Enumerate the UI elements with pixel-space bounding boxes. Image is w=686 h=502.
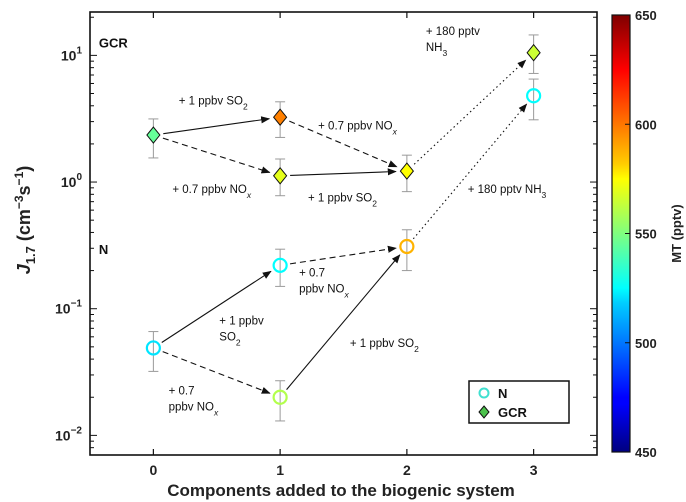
y-axis-title-sub: 1.7 — [23, 246, 38, 264]
connection-arrow-dashed — [162, 351, 271, 394]
y-tick-base: 10 — [61, 47, 77, 63]
annotation-run: ppbv NO — [169, 402, 214, 414]
annotation-run: NH — [426, 42, 443, 54]
x-tick-label: 1 — [276, 462, 284, 478]
annotation: + 180 pptv NH3 — [426, 26, 480, 58]
annotation-run: + 0.7 — [299, 267, 325, 279]
annotation-run: + 180 pptv — [426, 26, 480, 38]
annotation-run: + 0.7 — [169, 386, 195, 398]
annotation-run: x — [246, 190, 252, 200]
annotation: + 180 pptv NH3 — [468, 184, 547, 200]
annotation-run: + 0.7 ppbv NO — [172, 184, 247, 196]
annotation: + 1 ppbv SO2 — [219, 316, 264, 348]
colorbar-tick-label: 450 — [635, 445, 657, 460]
point-gcr — [272, 167, 288, 185]
svg-text:J1.7 (cm−3s−1): J1.7 (cm−3s−1) — [12, 166, 38, 275]
group-label: GCR — [99, 36, 129, 51]
y-axis-title-main: J — [14, 263, 34, 274]
annotation-run: 3 — [443, 48, 448, 58]
annotation: + 0.7 ppbv NOx — [172, 184, 251, 200]
colorbar-title: MT (pptv) — [669, 204, 684, 262]
connection-arrow-dashed — [162, 137, 271, 174]
y-axis-title-unit-mid: s — [14, 185, 34, 195]
annotation-run: x — [213, 408, 219, 418]
annotation: + 1 ppbv SO2 — [308, 193, 377, 209]
annotation-run: 2 — [243, 101, 248, 111]
y-tick-exp: 0 — [76, 172, 82, 183]
annotation: + 0.7 ppbv NOx — [318, 120, 397, 136]
point-n — [272, 389, 288, 405]
group-label: N — [99, 242, 108, 257]
plot-frame — [89, 11, 598, 456]
point-gcr — [526, 43, 541, 62]
annotation-run: + 1 ppbv — [219, 316, 264, 328]
connection-arrow-dotted — [412, 103, 528, 240]
connection-arrow-dotted — [413, 59, 527, 165]
point-n — [145, 340, 161, 356]
point-n — [399, 238, 415, 255]
y-tick-label: 100 — [61, 172, 83, 190]
annotation-run: x — [392, 126, 398, 136]
connection-arrow-solid — [290, 168, 397, 176]
connection-arrow-solid — [163, 116, 271, 135]
point-gcr — [146, 126, 161, 144]
y-tick-label: 10−1 — [55, 299, 82, 317]
annotation: + 1 ppbv SO2 — [179, 95, 248, 111]
y-axis-title-exp1: −3 — [12, 195, 26, 209]
legend: N GCR — [468, 380, 570, 424]
y-axis-title-exp2: −1 — [12, 171, 26, 185]
legend-label: GCR — [498, 405, 528, 420]
y-tick-base: 10 — [55, 427, 71, 443]
annotation-run: x — [344, 289, 350, 299]
colorbar-tick-label: 550 — [635, 227, 657, 242]
connection-arrow-dashed — [289, 245, 397, 265]
y-axis-title-unit-close: ) — [14, 166, 34, 172]
legend-label: N — [498, 386, 507, 401]
connection-arrow-solid — [161, 270, 272, 343]
point-gcr — [399, 162, 415, 180]
annotation: + 1 ppbv SO2 — [350, 338, 419, 354]
annotation-run: + 180 pptv NH — [468, 184, 542, 196]
legend-marker-diamond — [478, 405, 490, 419]
point-n — [526, 88, 542, 104]
colorbar-tick-label: 500 — [635, 336, 657, 351]
legend-marker-circle — [478, 387, 490, 399]
annotation-run: 3 — [542, 190, 547, 200]
y-tick-label: 10−2 — [55, 425, 82, 443]
colorbar: 450 500 550 600 650 MT (pptv) — [611, 8, 684, 460]
colorbar-tick-label: 650 — [635, 8, 657, 23]
annotation-run: ppbv NO — [299, 283, 344, 295]
point-n — [272, 257, 288, 273]
point-gcr — [272, 108, 288, 126]
y-axis-title: J1.7 (cm−3s−1) — [12, 166, 38, 275]
x-tick-label: 3 — [530, 462, 538, 478]
x-tick-label: 2 — [403, 462, 411, 478]
annotation-run: + 0.7 ppbv NO — [318, 120, 393, 132]
annotation: + 0.7 ppbv NOx — [299, 267, 349, 299]
annotation-run: 2 — [372, 199, 377, 209]
y-axis-title-unit-open: (cm — [14, 209, 34, 246]
annotation-run: 2 — [236, 338, 241, 348]
y-tick-exp: −1 — [71, 299, 83, 310]
x-tick-label: 0 — [149, 462, 157, 478]
y-tick-exp: 1 — [76, 45, 82, 56]
annotation-run: + 1 ppbv SO — [350, 338, 414, 350]
connection-arrow-solid — [286, 254, 401, 390]
annotation-run: + 1 ppbv SO — [179, 95, 243, 107]
annotation-run: + 1 ppbv SO — [308, 193, 372, 205]
annotation-run: 2 — [414, 344, 419, 354]
y-tick-base: 10 — [55, 301, 71, 317]
annotation: + 0.7 ppbv NOx — [169, 386, 219, 418]
y-tick-base: 10 — [61, 174, 77, 190]
x-axis-title: Components added to the biogenic system — [167, 481, 515, 500]
colorbar-tick-label: 600 — [635, 117, 657, 132]
y-tick-exp: −2 — [71, 425, 83, 436]
annotation-run: SO — [219, 332, 236, 344]
y-tick-label: 101 — [61, 45, 83, 63]
